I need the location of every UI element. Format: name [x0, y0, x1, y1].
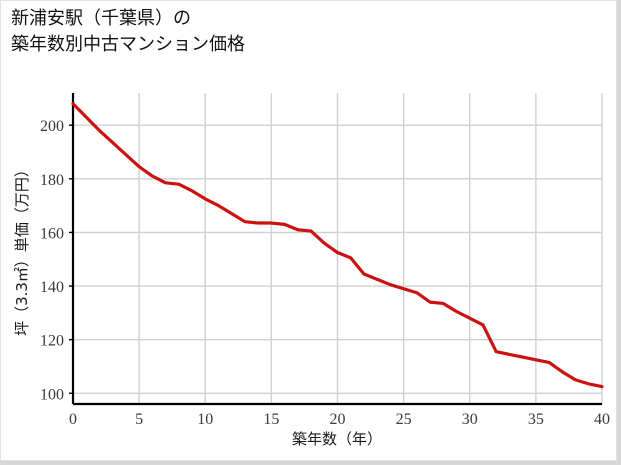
axis-lines	[71, 93, 602, 406]
y-tick-label: 100	[40, 386, 64, 403]
x-tick-label: 0	[69, 411, 77, 428]
x-tick-label: 15	[263, 411, 279, 428]
x-axis-title: 築年数（年）	[292, 430, 382, 448]
page-title: 新浦安駅（千葉県）の 築年数別中古マンション価格	[11, 8, 245, 55]
x-tick-label: 40	[594, 411, 610, 428]
y-tick-labels: 100 120 140 160 180 200	[40, 118, 73, 403]
y-axis-title: 坪（3.3㎡）単価（万円）	[13, 162, 31, 336]
x-tick-labels: 0 5 10 15 20 25 30 35 40	[69, 411, 610, 428]
price-line	[71, 102, 604, 389]
y-tick-label: 120	[40, 333, 64, 350]
x-tick-label: 25	[396, 411, 412, 428]
y-tick-label: 180	[40, 172, 64, 189]
x-tick-label: 10	[197, 411, 213, 428]
x-tick-label: 20	[330, 411, 346, 428]
y-tick-label: 200	[40, 118, 64, 135]
data-series	[71, 102, 604, 389]
x-tick-label: 30	[462, 411, 478, 428]
y-tick-label: 160	[40, 225, 64, 242]
grid-lines	[73, 93, 603, 404]
x-tick-label: 35	[528, 411, 544, 428]
x-tick-label: 5	[135, 411, 143, 428]
y-tick-label: 140	[40, 279, 64, 296]
